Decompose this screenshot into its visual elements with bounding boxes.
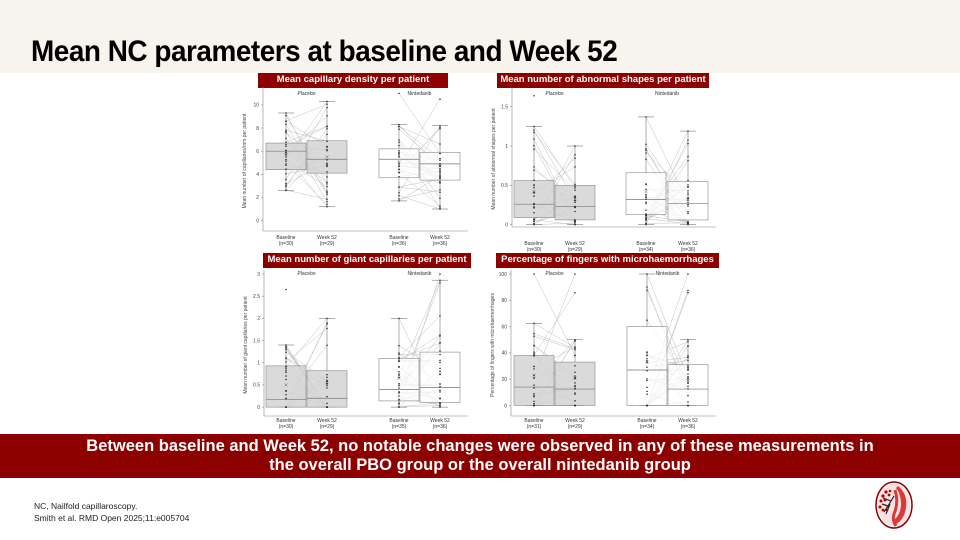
category-label: Week 52 [317,418,337,424]
abbreviation-footnote: NC, Nailfold capillaroscopy. [34,501,138,511]
category-label: Baseline [276,235,295,241]
category-n-label: (n=36) [433,424,448,430]
category-label: Week 52 [678,241,698,247]
y-tick-label: 0.5 [253,383,260,389]
category-label: Baseline [276,418,295,424]
category-n-label: (n=31) [527,424,542,430]
conclusion-line-2: the overall PBO group or the overall nin… [269,456,691,474]
box-1 [306,318,348,408]
category-n-label: (n=34) [640,424,655,430]
category-n-label: (n=34) [639,247,654,253]
category-label: Baseline [524,241,543,247]
y-tick-label: 4 [256,172,259,178]
y-tick-label: 3 [257,272,260,278]
category-label: Week 52 [430,418,450,424]
category-n-label: (n=29) [320,424,335,430]
y-tick-label: 8 [256,126,259,132]
chart-giant-capillaries: Mean number of giant capillaries per pat… [236,253,471,431]
chart-title-banner: Mean number of giant capillaries per pat… [263,253,471,268]
box-2 [625,116,667,225]
group-label: Nintedanib [655,91,679,97]
y-tick-label: 1 [505,144,508,150]
group-label: Placebo [545,91,563,97]
category-n-label: (n=29) [568,247,583,253]
box-2 [378,318,420,408]
citation-footnote: Smith et al. RMD Open 2025;11:e005704 [34,513,190,523]
category-label: Week 52 [678,418,698,424]
title-band [0,0,960,73]
group-label: Nintedanib [408,91,432,97]
y-axis-label: Percentage of fingers with microhaemorrh… [490,293,496,397]
conclusion-line-1: Between baseline and Week 52, no notable… [86,437,874,455]
y-tick-label: 6 [256,149,259,155]
y-tick-label: 0 [504,403,507,409]
category-n-label: (n=36) [392,241,407,247]
y-tick-label: 0 [257,405,260,411]
category-n-label: (n=29) [568,424,583,430]
box-3 [419,279,461,408]
y-tick-label: 1.5 [253,338,260,344]
y-tick-label: 40 [501,351,507,357]
category-label: Week 52 [430,235,450,241]
category-n-label: (n=36) [681,424,696,430]
group-label: Placebo [297,91,315,97]
y-axis-label: Mean number of capillaries/mm per patien… [242,113,248,208]
y-axis-label: Mean number of giant capillaries per pat… [243,296,249,394]
box-plot: 0 2 4 6 8 10 Mean number of capillaries/mm per… [242,87,468,247]
conclusion-banner: Between baseline and Week 52, no notable… [0,434,960,478]
page-title: Mean NC parameters at baseline and Week … [31,35,618,68]
category-n-label: (n=35) [392,424,407,430]
chart-title-banner: Mean number of abnormal shapes per patie… [497,73,709,88]
category-label: Baseline [637,418,656,424]
lung-vessel-logo-icon [874,480,914,530]
category-label: Week 52 [317,235,337,241]
y-tick-label: 1 [257,361,260,367]
category-n-label: (n=36) [433,241,448,247]
y-tick-label: 80 [501,298,507,304]
category-n-label: (n=29) [320,241,335,247]
chart-title-banner: Percentage of fingers with microhaemorrh… [496,253,719,268]
box-0 [513,126,555,225]
group-label: Nintedanib [656,271,680,277]
group-label: Nintedanib [408,271,432,277]
footnotes: NC, Nailfold capillaroscopy. Smith et al… [34,500,189,524]
category-n-label: (n=30) [527,247,542,253]
y-tick-label: 10 [253,103,259,109]
category-label: Baseline [389,235,408,241]
chart-abnormal-shapes: Mean number of abnormal shapes per patie… [484,73,719,253]
box-2 [626,273,668,406]
category-label: Baseline [524,418,543,424]
y-tick-label: 60 [501,324,507,330]
category-n-label: (n=30) [279,424,294,430]
box-1 [554,339,596,406]
group-label: Placebo [545,271,563,277]
group-label: Placebo [297,271,315,277]
y-tick-label: 2.5 [253,294,260,300]
category-label: Week 52 [565,418,585,424]
category-label: Baseline [636,241,655,247]
chart-title-banner: Mean capillary density per patient [258,73,448,88]
category-label: Baseline [389,418,408,424]
y-tick-label: 0 [505,222,508,228]
chart-microhaemorrhages: Percentage of fingers with microhaemorrh… [484,253,719,431]
box-plot: 0 0.5 1 1.5 Mean number of abnormal shapes p… [491,87,716,253]
box-plot: 0 0.5 1 1.5 2 2.5 3 Mean number of giant capill… [243,270,468,430]
y-tick-label: 20 [501,377,507,383]
category-n-label: (n=36) [681,247,696,253]
y-tick-label: 0 [256,218,259,224]
y-tick-label: 2 [257,316,260,322]
chart-capillary-density: Mean capillary density per patient 0 2 4 6 8… [236,73,471,248]
y-tick-label: 100 [499,272,508,278]
category-label: Week 52 [565,241,585,247]
y-axis-label: Mean number of abnormal shapes per patie… [491,108,497,210]
y-tick-label: 1.5 [501,105,508,111]
y-tick-label: 2 [256,195,259,201]
category-n-label: (n=30) [279,241,294,247]
box-3 [667,130,709,225]
y-tick-label: 0.5 [501,183,508,189]
box-plot: 0 20 40 60 80 100 Percentage of fingers with m… [490,270,716,430]
